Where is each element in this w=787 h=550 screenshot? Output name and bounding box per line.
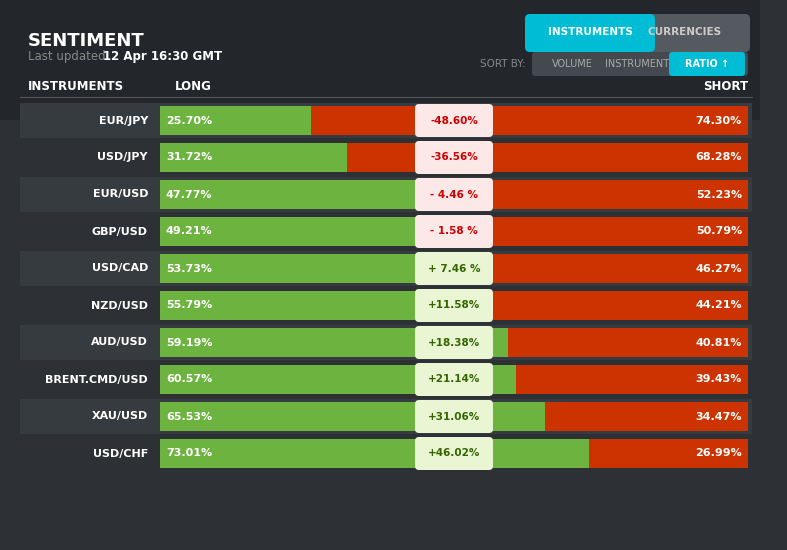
Text: 52.23%: 52.23% bbox=[696, 190, 742, 200]
Text: Last updated: Last updated bbox=[28, 50, 109, 63]
Text: SENTIMENT: SENTIMENT bbox=[28, 32, 145, 50]
Text: +46.02%: +46.02% bbox=[428, 448, 480, 459]
Text: VOLUME: VOLUME bbox=[552, 59, 593, 69]
FancyBboxPatch shape bbox=[415, 252, 493, 285]
Text: RATIO ↑: RATIO ↑ bbox=[685, 59, 729, 69]
Bar bbox=[160, 365, 516, 394]
Text: - 1.58 %: - 1.58 % bbox=[430, 227, 478, 236]
Text: LONG: LONG bbox=[175, 80, 212, 94]
FancyBboxPatch shape bbox=[415, 178, 493, 211]
Text: 65.53%: 65.53% bbox=[166, 411, 212, 421]
FancyBboxPatch shape bbox=[415, 326, 493, 359]
Bar bbox=[20, 399, 752, 434]
Text: NZD/USD: NZD/USD bbox=[91, 300, 148, 311]
Text: INSTRUMENTS: INSTRUMENTS bbox=[28, 80, 124, 94]
Text: -48.60%: -48.60% bbox=[430, 116, 478, 125]
Bar bbox=[311, 106, 748, 135]
FancyBboxPatch shape bbox=[415, 289, 493, 322]
Bar bbox=[346, 143, 748, 172]
Text: 55.79%: 55.79% bbox=[166, 300, 212, 311]
FancyBboxPatch shape bbox=[415, 215, 493, 248]
Bar bbox=[488, 291, 748, 320]
Text: -36.56%: -36.56% bbox=[430, 152, 478, 162]
Text: 40.81%: 40.81% bbox=[696, 338, 742, 348]
Text: SORT BY:: SORT BY: bbox=[480, 59, 526, 69]
FancyBboxPatch shape bbox=[415, 104, 493, 137]
Bar bbox=[160, 180, 441, 209]
Bar bbox=[449, 217, 748, 246]
Bar bbox=[516, 365, 748, 394]
Bar bbox=[160, 217, 449, 246]
FancyBboxPatch shape bbox=[415, 437, 493, 470]
Bar bbox=[160, 439, 589, 468]
Text: INSTRUMENT: INSTRUMENT bbox=[605, 59, 669, 69]
Bar bbox=[160, 328, 508, 357]
Text: 74.30%: 74.30% bbox=[696, 116, 742, 125]
Bar bbox=[476, 254, 748, 283]
Bar bbox=[20, 251, 752, 286]
Text: 53.73%: 53.73% bbox=[166, 263, 212, 273]
Bar bbox=[160, 291, 488, 320]
Text: 44.21%: 44.21% bbox=[696, 300, 742, 311]
Text: CURRENCIES: CURRENCIES bbox=[648, 27, 722, 37]
Text: 39.43%: 39.43% bbox=[696, 375, 742, 384]
Text: 60.57%: 60.57% bbox=[166, 375, 212, 384]
Text: INSTRUMENTS: INSTRUMENTS bbox=[548, 27, 633, 37]
Text: 68.28%: 68.28% bbox=[696, 152, 742, 162]
Bar bbox=[20, 288, 752, 323]
Text: 26.99%: 26.99% bbox=[695, 448, 742, 459]
FancyBboxPatch shape bbox=[415, 400, 493, 433]
Bar bbox=[160, 143, 346, 172]
Bar bbox=[20, 214, 752, 249]
Bar bbox=[441, 180, 748, 209]
FancyBboxPatch shape bbox=[525, 14, 655, 52]
Bar bbox=[160, 402, 545, 431]
Text: 25.70%: 25.70% bbox=[166, 116, 212, 125]
Bar bbox=[508, 328, 748, 357]
FancyBboxPatch shape bbox=[669, 52, 745, 76]
Bar bbox=[0, 0, 760, 120]
Bar bbox=[20, 103, 752, 138]
Bar bbox=[20, 325, 752, 360]
Bar bbox=[20, 140, 752, 175]
Text: + 7.46 %: + 7.46 % bbox=[428, 263, 480, 273]
FancyBboxPatch shape bbox=[415, 363, 493, 396]
Text: 34.47%: 34.47% bbox=[696, 411, 742, 421]
Text: 12 Apr 16:30 GMT: 12 Apr 16:30 GMT bbox=[103, 50, 222, 63]
Text: USD/CHF: USD/CHF bbox=[93, 448, 148, 459]
Text: 50.79%: 50.79% bbox=[696, 227, 742, 236]
FancyBboxPatch shape bbox=[525, 14, 750, 52]
Text: SHORT: SHORT bbox=[703, 80, 748, 94]
Text: 49.21%: 49.21% bbox=[166, 227, 212, 236]
Text: USD/JPY: USD/JPY bbox=[98, 152, 148, 162]
Bar bbox=[160, 254, 476, 283]
Text: 73.01%: 73.01% bbox=[166, 448, 212, 459]
Bar bbox=[20, 362, 752, 397]
Text: AUD/USD: AUD/USD bbox=[91, 338, 148, 348]
Text: +18.38%: +18.38% bbox=[428, 338, 480, 348]
Bar bbox=[20, 436, 752, 471]
Bar bbox=[20, 177, 752, 212]
Text: 59.19%: 59.19% bbox=[166, 338, 212, 348]
Text: 31.72%: 31.72% bbox=[166, 152, 212, 162]
Text: BRENT.CMD/USD: BRENT.CMD/USD bbox=[45, 375, 148, 384]
Text: +11.58%: +11.58% bbox=[428, 300, 480, 311]
Bar bbox=[589, 439, 748, 468]
Text: +21.14%: +21.14% bbox=[428, 375, 480, 384]
Text: - 4.46 %: - 4.46 % bbox=[430, 190, 478, 200]
Text: 46.27%: 46.27% bbox=[696, 263, 742, 273]
Text: XAU/USD: XAU/USD bbox=[92, 411, 148, 421]
Text: 47.77%: 47.77% bbox=[166, 190, 212, 200]
FancyBboxPatch shape bbox=[415, 141, 493, 174]
Bar bbox=[160, 106, 311, 135]
Text: +31.06%: +31.06% bbox=[428, 411, 480, 421]
FancyBboxPatch shape bbox=[532, 52, 748, 76]
Bar bbox=[545, 402, 748, 431]
Text: EUR/JPY: EUR/JPY bbox=[98, 116, 148, 125]
Text: USD/CAD: USD/CAD bbox=[91, 263, 148, 273]
Text: EUR/USD: EUR/USD bbox=[93, 190, 148, 200]
Text: GBP/USD: GBP/USD bbox=[92, 227, 148, 236]
